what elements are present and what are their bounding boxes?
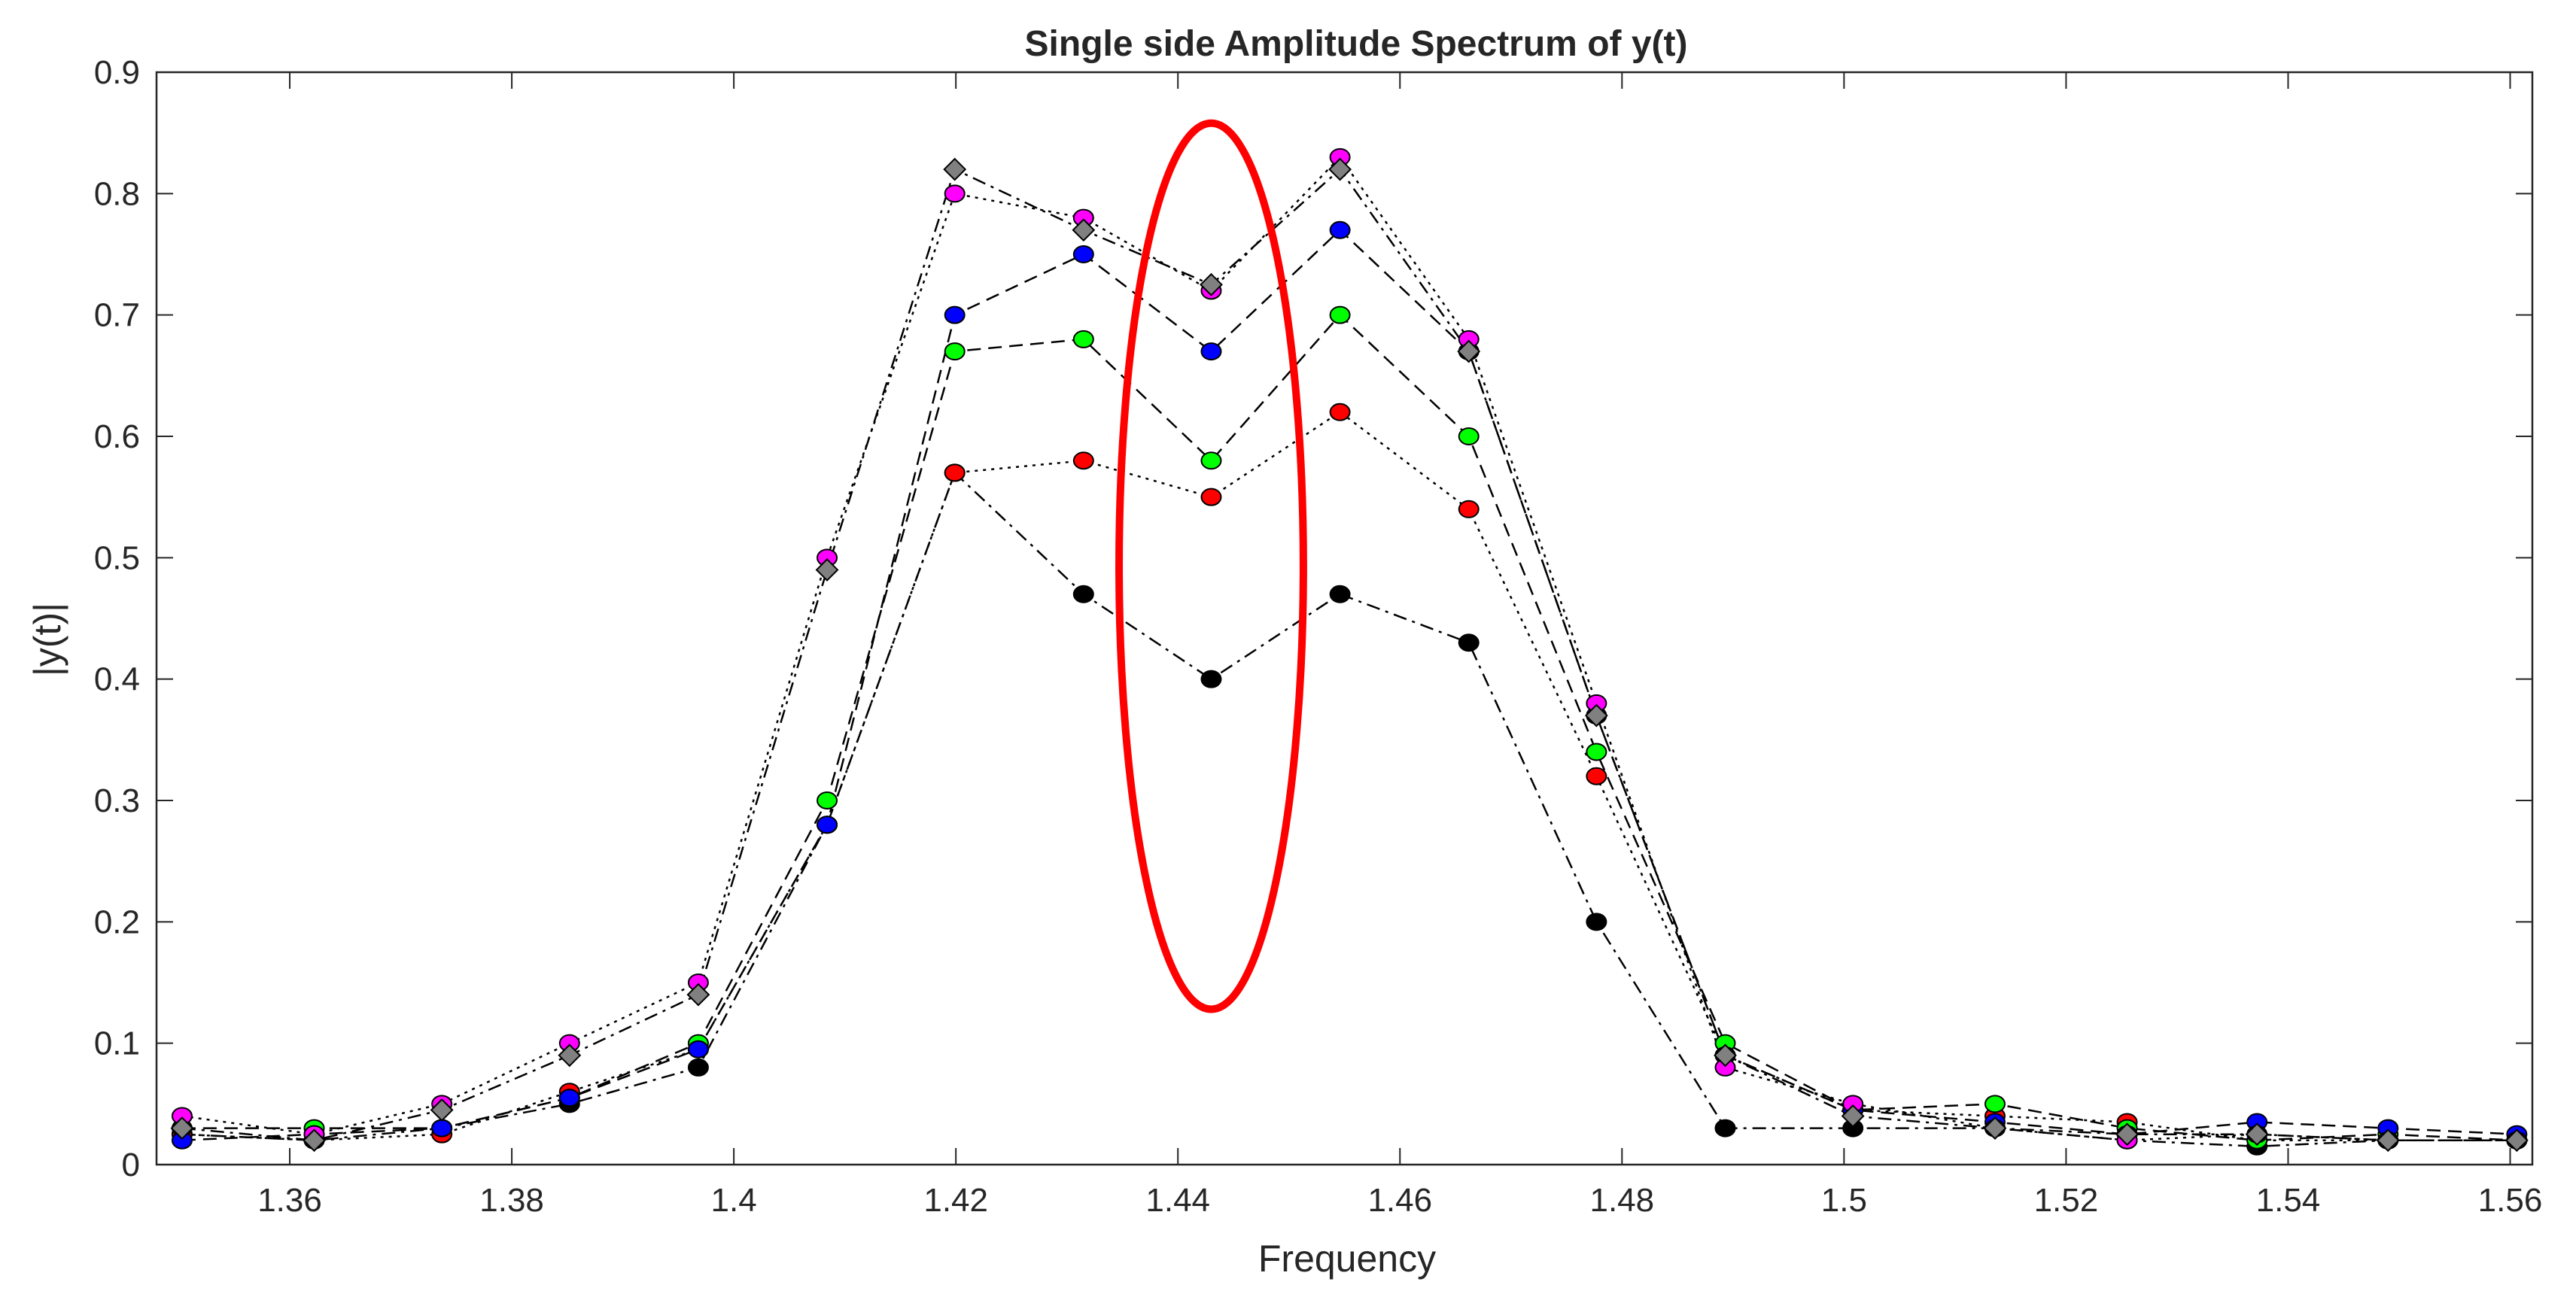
- x-tick-label: 1.56: [2478, 1182, 2543, 1219]
- data-point-blue: [1072, 245, 1094, 263]
- plot-area: 1.36 1.38 1.4 1.42 1.44 1.46 1.48 1.5 1.52 1.54 1.…: [94, 54, 2542, 1219]
- data-point-red: [1329, 402, 1351, 421]
- data-point-gray: [170, 1116, 194, 1141]
- x-tick-label: 1.54: [2256, 1182, 2321, 1219]
- data-point-green: [1072, 330, 1094, 348]
- x-tick-label: 1.48: [1589, 1182, 1654, 1219]
- data-point-red: [1586, 767, 1607, 785]
- data-point-gray: [1200, 272, 1223, 296]
- x-tick-label: 1.52: [2034, 1182, 2099, 1219]
- y-tick-label: 0.7: [94, 297, 140, 334]
- data-point-blue: [1329, 220, 1351, 239]
- x-tick-label: 1.46: [1367, 1182, 1432, 1219]
- data-point-gray: [2115, 1122, 2139, 1147]
- data-point-gray: [1072, 218, 1096, 242]
- x-tick-label: 1.4: [711, 1182, 757, 1219]
- data-point-blue: [687, 1040, 709, 1059]
- data-point-black: [1329, 585, 1351, 603]
- y-tick-label: 0.8: [94, 175, 140, 212]
- data-point-green: [944, 342, 966, 361]
- data-point-green: [1200, 451, 1222, 470]
- y-axis-label: |y(t)|: [26, 603, 68, 676]
- data-point-blue: [431, 1119, 453, 1138]
- data-point-blue: [944, 305, 966, 324]
- y-tick-label: 0.6: [94, 418, 140, 455]
- data-point-blue: [817, 816, 838, 834]
- data-point-green: [817, 791, 838, 810]
- x-tick-label: 1.42: [923, 1182, 988, 1219]
- data-point-black: [1072, 585, 1094, 603]
- y-tick-label: 0.1: [94, 1025, 140, 1062]
- x-tick-label: 1.36: [257, 1182, 322, 1219]
- data-point-blue: [558, 1089, 580, 1107]
- data-point-gray: [815, 558, 839, 582]
- data-point-green: [1586, 743, 1607, 761]
- highlight-ellipse: [1115, 119, 1307, 1013]
- data-point-gray: [2245, 1122, 2269, 1147]
- data-point-gray: [2376, 1128, 2400, 1153]
- data-point-gray: [303, 1128, 326, 1153]
- data-point-green: [1458, 427, 1480, 445]
- data-point-gray: [943, 157, 967, 181]
- y-tick-label: 0: [122, 1147, 140, 1183]
- y-tick-label: 0.3: [94, 782, 140, 819]
- data-point-blue: [1200, 342, 1222, 361]
- y-tick-label: 0.2: [94, 904, 140, 940]
- x-axis-label: Frequency: [1258, 1238, 1436, 1280]
- data-point-black: [1200, 670, 1222, 688]
- axes-box: [155, 71, 2534, 1166]
- data-point-black: [1586, 913, 1607, 931]
- x-tick-label: 1.44: [1145, 1182, 1210, 1219]
- data-point-red: [1458, 500, 1480, 518]
- data-point-gray: [2505, 1128, 2529, 1153]
- data-point-gray: [1584, 703, 1608, 727]
- x-tick-label: 1.38: [479, 1182, 544, 1219]
- data-point-red: [944, 463, 966, 482]
- x-tick-label: 1.5: [1821, 1182, 1867, 1219]
- data-point-red: [1200, 488, 1222, 506]
- data-point-green: [1329, 305, 1351, 324]
- data-point-black: [1458, 633, 1480, 652]
- y-tick-label: 0.5: [94, 539, 140, 576]
- chart-title: Single side Amplitude Spectrum of y(t): [1025, 24, 1688, 64]
- y-tick-label: 0.4: [94, 661, 140, 698]
- data-point-gray: [686, 983, 710, 1007]
- data-point-gray: [1714, 1043, 1737, 1068]
- data-point-gray: [1328, 157, 1352, 181]
- data-point-magenta: [944, 184, 966, 203]
- data-point-black: [687, 1058, 709, 1077]
- data-point-green: [1984, 1095, 2006, 1113]
- data-point-gray: [1457, 339, 1481, 363]
- data-point-gray: [430, 1098, 454, 1122]
- data-point-black: [1714, 1119, 1736, 1138]
- data-point-gray: [1983, 1116, 2007, 1141]
- data-point-red: [1072, 451, 1094, 470]
- data-point-gray: [1841, 1104, 1865, 1128]
- data-point-gray: [558, 1043, 582, 1068]
- y-tick-label: 0.9: [94, 54, 140, 91]
